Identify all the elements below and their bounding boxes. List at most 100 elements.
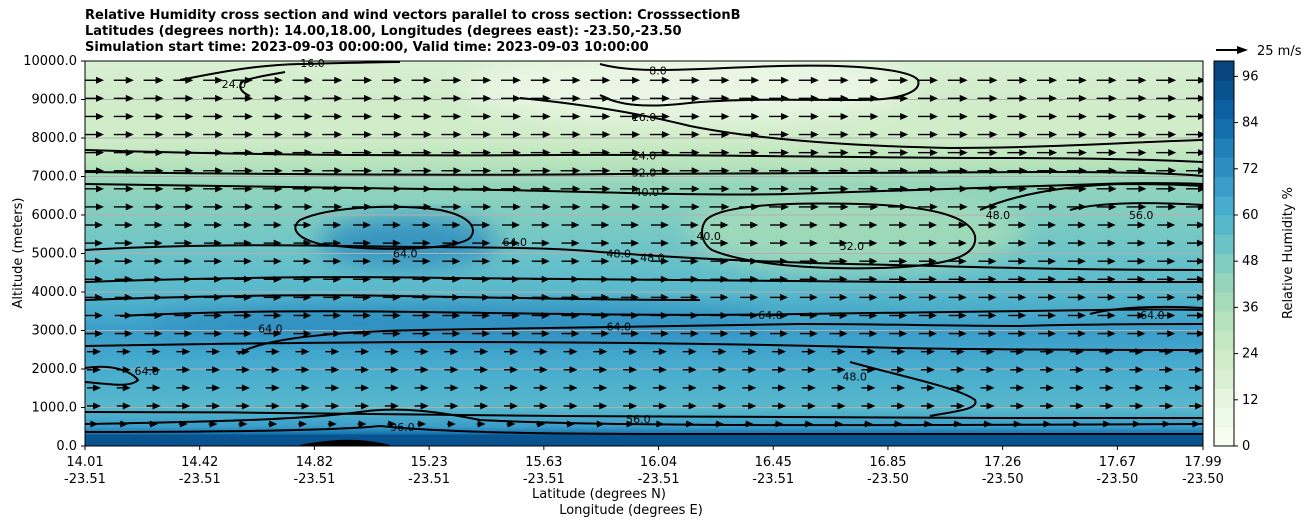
contour-label: 48.0	[606, 248, 631, 261]
wind-arrowhead	[1167, 275, 1176, 283]
wind-arrowhead	[840, 203, 849, 211]
wind-arrowhead	[718, 384, 727, 392]
wind-arrowhead	[1165, 402, 1174, 410]
wind-arrowhead	[511, 330, 520, 338]
wind-arrowhead	[453, 76, 462, 84]
wind-arrowhead	[96, 112, 104, 120]
wind-arrowhead	[124, 330, 133, 338]
wind-arrowhead	[809, 293, 818, 301]
wind-arrowhead	[1138, 149, 1147, 157]
wind-arrowhead	[1108, 112, 1117, 120]
wind-arrowhead	[1198, 94, 1203, 102]
wind-arrowhead	[453, 167, 462, 175]
wind-arrowhead	[483, 76, 492, 84]
wind-arrowhead	[361, 402, 370, 410]
wind-arrowhead	[691, 94, 700, 102]
wind-arrowhead	[509, 366, 518, 374]
wind-arrowhead	[483, 112, 492, 120]
chart-title: Relative Humidity cross section and wind…	[85, 8, 741, 56]
wind-arrowhead	[422, 257, 431, 265]
wind-arrowhead	[482, 311, 491, 319]
wind-arrowhead	[274, 94, 283, 102]
wind-arrowhead	[840, 94, 849, 102]
wind-arrowhead	[751, 185, 760, 193]
wind-arrowhead	[1168, 167, 1177, 175]
x-tick-lon-label: -23.50	[982, 472, 1024, 487]
wind-arrowhead	[658, 402, 667, 410]
wind-arrowhead	[1107, 311, 1116, 319]
wind-arrowhead	[273, 311, 282, 319]
wind-arrowhead	[984, 420, 993, 428]
wind-arrowhead	[1105, 384, 1114, 392]
wind-arrowhead	[1192, 420, 1201, 428]
wind-arrowhead	[751, 112, 760, 120]
wind-arrowhead	[155, 149, 164, 157]
wind-arrowhead	[632, 94, 641, 102]
wind-arrowhead	[122, 366, 131, 374]
wind-arrowhead	[95, 221, 103, 229]
wind-arrowhead	[125, 112, 134, 120]
wind-arrowhead	[1198, 167, 1203, 175]
wind-arrowhead	[780, 257, 789, 265]
wind-arrowhead	[393, 94, 402, 102]
wind-arrowhead	[958, 275, 967, 283]
wind-arrowhead	[569, 348, 578, 356]
wind-arrowhead	[541, 330, 550, 338]
wind-arrowhead	[718, 348, 727, 356]
wind-arrowhead	[926, 366, 935, 374]
wind-arrowhead	[1078, 203, 1087, 211]
wind-arrowhead	[631, 239, 640, 247]
wind-arrowhead	[988, 239, 997, 247]
wind-arrowhead	[899, 239, 908, 247]
wind-arrowhead	[661, 112, 670, 120]
wind-arrowhead	[1137, 311, 1146, 319]
wind-arrowhead	[1198, 76, 1203, 84]
wind-arrowhead	[870, 76, 879, 84]
wind-arrowhead	[185, 203, 194, 211]
wind-arrowhead	[986, 384, 995, 392]
wind-arrowhead	[1077, 275, 1086, 283]
x-tick-lat-label: 14.42	[181, 455, 218, 470]
wind-arrowhead	[810, 112, 819, 120]
wind-arrowhead	[986, 348, 995, 356]
wind-arrowhead	[989, 149, 998, 157]
wind-arrowhead	[626, 420, 635, 428]
wind-arrowhead	[720, 330, 729, 338]
y-tick-label: 3000.0	[32, 324, 78, 339]
contour-label: 64.0	[606, 321, 631, 334]
wind-arrowhead	[152, 348, 161, 356]
wind-arrowhead	[364, 112, 373, 120]
x-tick-lon-label: -23.50	[1096, 472, 1138, 487]
wind-arrowhead	[364, 203, 373, 211]
wind-arrowhead	[214, 221, 223, 229]
x-axis-label-lat: Latitude (degrees N)	[532, 487, 666, 502]
wind-arrowhead	[390, 384, 399, 392]
wind-arrowhead	[869, 257, 878, 265]
wind-arrowhead	[244, 76, 253, 84]
wind-arrowhead	[422, 239, 431, 247]
contour-line-48-right	[979, 182, 1203, 211]
colorbar-segment	[1214, 176, 1234, 197]
wind-arrowhead	[125, 185, 134, 193]
wind-arrowhead	[807, 366, 816, 374]
contour-line-16	[519, 97, 1203, 150]
wind-arrowhead	[1046, 348, 1055, 356]
wind-arrowhead	[1167, 257, 1176, 265]
wind-arrowhead	[1108, 94, 1117, 102]
wind-arrowhead	[807, 384, 816, 392]
colorbar-tick-label: 36	[1242, 300, 1259, 315]
wind-arrowhead	[1048, 311, 1057, 319]
wind-arrowhead	[897, 366, 906, 374]
wind-arrowhead	[897, 348, 906, 356]
wind-arrowhead	[1198, 112, 1203, 120]
wind-arrowhead	[480, 366, 489, 374]
wind-arrowhead	[750, 239, 759, 247]
wind-arrowhead	[958, 330, 967, 338]
wind-arrowhead	[1016, 348, 1025, 356]
wind-arrowhead	[215, 94, 224, 102]
wind-arrowhead	[809, 257, 818, 265]
wind-arrowhead	[95, 275, 103, 283]
wind-arrowhead	[718, 366, 727, 374]
wind-arrowhead	[420, 384, 429, 392]
